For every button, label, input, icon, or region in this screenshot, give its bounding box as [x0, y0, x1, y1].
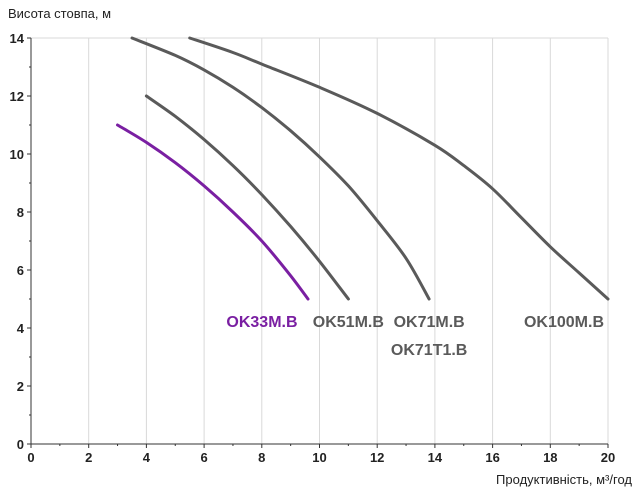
- series-line-2: [130, 36, 431, 301]
- x-tick-label: 16: [485, 450, 499, 465]
- y-tick-labels: 0 2 4 6 8 10 12 14: [10, 31, 25, 452]
- series-label-ok71t1: OK71T1.B: [391, 342, 467, 359]
- y-tick-label: 2: [17, 379, 24, 394]
- y-tick-label: 6: [17, 263, 24, 278]
- y-tick-label: 8: [17, 205, 24, 220]
- series-labels: OK33M.B OK51M.B OK71M.B OK71T1.B OK100M.…: [226, 314, 604, 359]
- grid: [31, 37, 609, 444]
- series-label-ok51: OK51M.B: [313, 314, 384, 331]
- series-label-ok71: OK71M.B: [394, 314, 465, 331]
- x-tick-labels: 0 2 4 6 8 10 12 14 16 18 20: [27, 450, 615, 465]
- x-tick-label: 18: [543, 450, 557, 465]
- series-label-ok100: OK100M.B: [524, 314, 604, 331]
- x-tick-label: 12: [370, 450, 384, 465]
- y-tick-label: 12: [10, 89, 24, 104]
- y-axis-title: Висота стовпа, м: [8, 6, 111, 21]
- y-tick-label: 14: [10, 31, 25, 46]
- series-lines: [116, 36, 610, 301]
- x-axis-title: Продуктивність, м³/год: [496, 472, 632, 487]
- axes: [27, 37, 609, 448]
- series-line-1: [144, 94, 350, 301]
- y-tick-label: 0: [17, 437, 24, 452]
- y-tick-label: 10: [10, 147, 24, 162]
- series-label-ok33: OK33M.B: [226, 314, 297, 331]
- x-tick-label: 2: [85, 450, 92, 465]
- x-tick-label: 8: [258, 450, 265, 465]
- x-tick-label: 20: [601, 450, 615, 465]
- x-tick-label: 14: [428, 450, 443, 465]
- x-tick-label: 0: [27, 450, 34, 465]
- series-line-3: [188, 36, 610, 301]
- x-tick-label: 6: [200, 450, 207, 465]
- y-tick-label: 4: [17, 321, 25, 336]
- x-tick-label: 10: [312, 450, 326, 465]
- series-line-0: [116, 123, 310, 301]
- x-tick-label: 4: [143, 450, 151, 465]
